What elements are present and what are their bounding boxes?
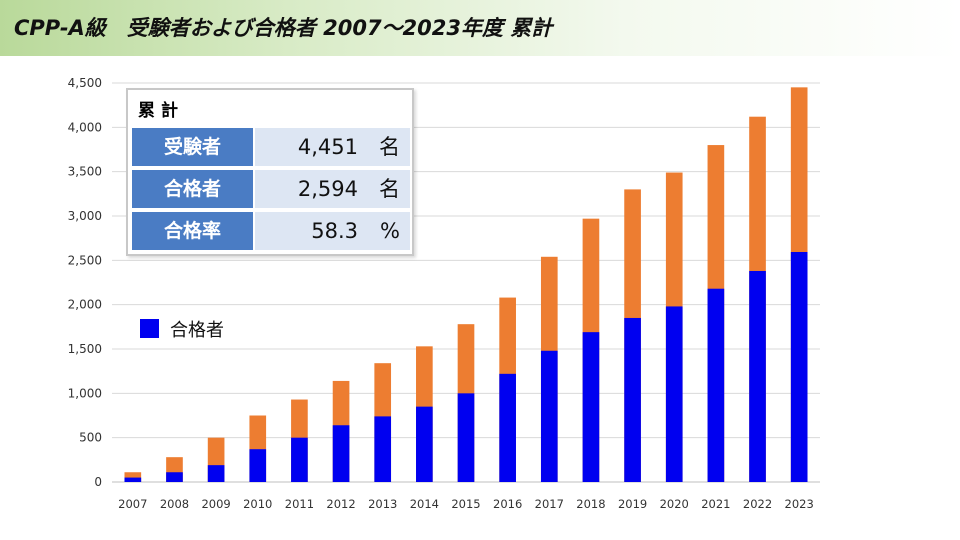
summary-label: 受験者 (132, 128, 253, 166)
bar-passed (124, 477, 142, 482)
bar-passed (665, 306, 683, 482)
summary-label: 合格者 (132, 170, 253, 208)
x-tick-label: 2013 (368, 497, 397, 511)
summary-value: 2,594 (297, 177, 358, 201)
bar-passed (540, 350, 558, 482)
x-tick-label: 2012 (326, 497, 355, 511)
x-tick-label: 2009 (201, 497, 230, 511)
page-title: CPP-A級 受験者および合格者 2007～2023年度 累計 (14, 16, 553, 40)
summary-row-passed: 合格者 2,594 名 (132, 170, 410, 208)
summary-value-cell: 58.3 % (255, 212, 410, 250)
summary-label: 合格率 (132, 212, 253, 250)
x-tick-label: 2019 (618, 497, 647, 511)
summary-unit: % (380, 219, 400, 243)
bar-passed (207, 465, 225, 482)
summary-value: 4,451 (297, 135, 358, 159)
bar-total (124, 472, 142, 482)
summary-value-cell: 2,594 名 (255, 170, 410, 208)
x-tick-label: 2018 (576, 497, 605, 511)
x-tick-label: 2022 (743, 497, 772, 511)
legend-label: 合格者 (170, 320, 224, 341)
x-tick-label: 2017 (535, 497, 564, 511)
summary-table: 累計 受験者 4,451 名 合格者 2,594 名 合格率 58.3 % (126, 88, 414, 256)
x-tick-label: 2020 (660, 497, 689, 511)
summary-row-examinees: 受験者 4,451 名 (132, 128, 410, 166)
x-tick-label: 2010 (243, 497, 272, 511)
bar-passed (499, 373, 516, 482)
y-tick-label: 3,500 (68, 165, 102, 179)
y-tick-label: 500 (79, 431, 102, 445)
title-bar: CPP-A級 受験者および合格者 2007～2023年度 累計 (0, 0, 960, 56)
bar-passed (582, 332, 600, 482)
y-tick-label: 0 (94, 475, 102, 489)
x-tick-label: 2023 (785, 497, 814, 511)
x-tick-label: 2021 (701, 497, 730, 511)
summary-unit: 名 (379, 177, 400, 201)
y-tick-label: 2,500 (68, 253, 102, 267)
y-tick-label: 4,500 (68, 76, 102, 90)
bar-passed (749, 270, 766, 482)
y-tick-label: 1,000 (68, 386, 102, 400)
y-tick-label: 1,500 (68, 342, 102, 356)
bar-passed (457, 393, 475, 482)
bar-passed (624, 317, 641, 482)
bar-passed (249, 449, 267, 482)
bar-passed (707, 288, 725, 482)
legend-swatch (140, 319, 159, 338)
summary-value: 58.3 (311, 219, 358, 243)
y-tick-label: 2,000 (68, 298, 102, 312)
summary-title: 累計 (138, 101, 184, 121)
summary-unit: 名 (379, 135, 400, 159)
bar-passed (332, 425, 350, 482)
x-tick-label: 2011 (285, 497, 314, 511)
y-tick-label: 3,000 (68, 209, 102, 223)
bar-passed (374, 416, 392, 482)
summary-value-cell: 4,451 名 (255, 128, 410, 166)
bar-passed (166, 472, 183, 482)
x-tick-label: 2014 (410, 497, 439, 511)
x-tick-label: 2015 (451, 497, 480, 511)
y-tick-label: 4,000 (68, 120, 102, 134)
bar-passed (790, 251, 808, 482)
x-tick-label: 2007 (118, 497, 147, 511)
bar-passed (291, 437, 308, 482)
summary-row-pass-rate: 合格率 58.3 % (132, 212, 410, 250)
bar-passed (416, 406, 433, 482)
x-tick-label: 2008 (160, 497, 189, 511)
x-tick-label: 2016 (493, 497, 522, 511)
